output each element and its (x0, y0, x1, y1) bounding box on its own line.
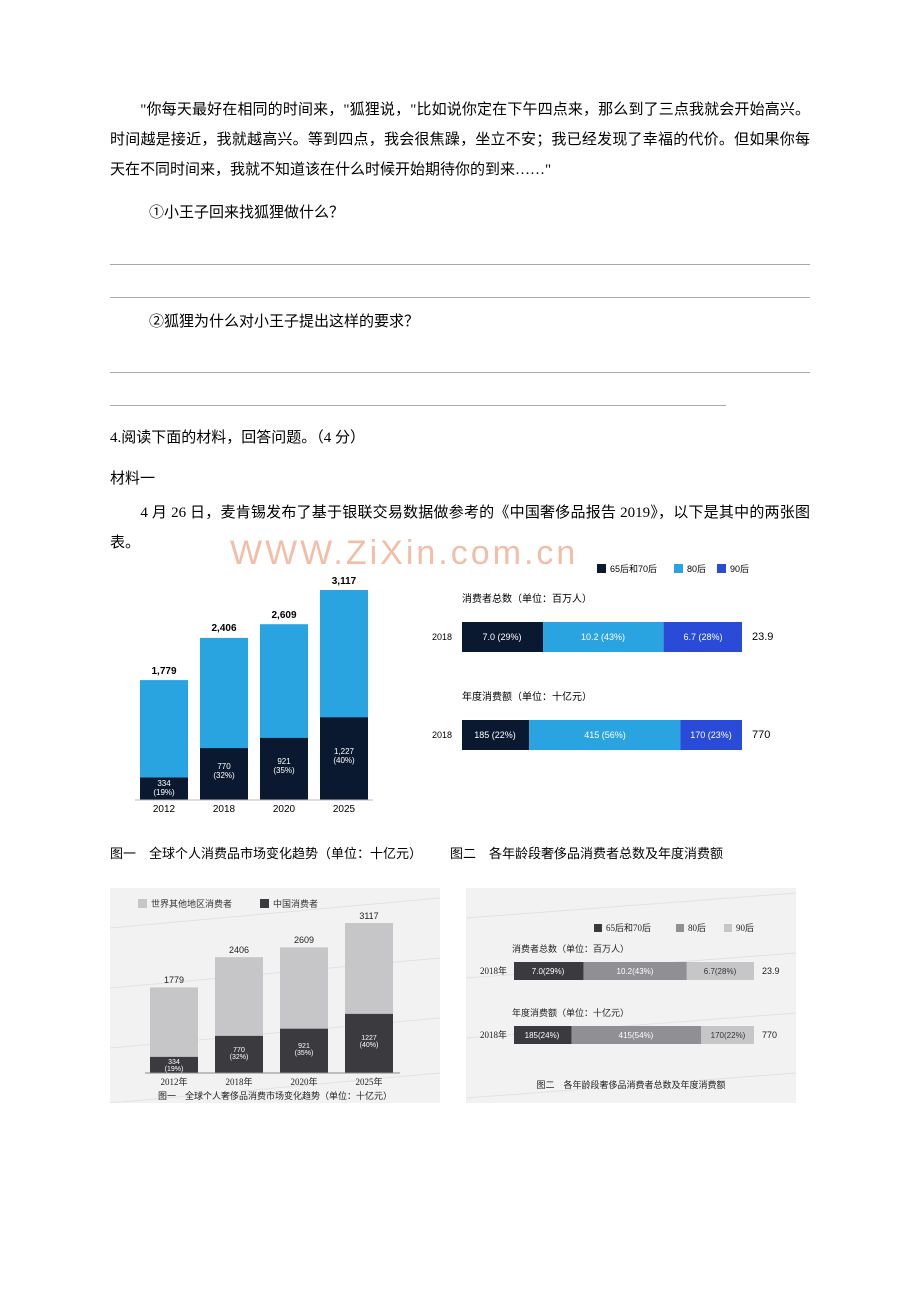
svg-text:10.2 (43%): 10.2 (43%) (581, 632, 625, 642)
svg-text:图二 各年龄段奢侈品消费者总数及年度消费额: 图二 各年龄段奢侈品消费者总数及年度消费额 (536, 1079, 725, 1090)
svg-text:图一 全球个人奢侈品消费市场变化趋势（单位：十亿元）: 图一 全球个人奢侈品消费市场变化趋势（单位：十亿元） (158, 1090, 392, 1101)
svg-text:23.9: 23.9 (752, 631, 773, 643)
svg-text:2,609: 2,609 (271, 610, 296, 621)
svg-text:334: 334 (168, 1059, 180, 1066)
svg-text:2012年: 2012年 (160, 1076, 187, 1087)
svg-text:185 (22%): 185 (22%) (474, 730, 516, 740)
svg-text:2020: 2020 (273, 804, 296, 815)
svg-text:3,117: 3,117 (332, 576, 357, 587)
svg-text:6.7(28%): 6.7(28%) (704, 967, 737, 976)
svg-text:921: 921 (277, 757, 291, 766)
svg-text:770: 770 (762, 1030, 777, 1040)
svg-text:415(54%): 415(54%) (619, 1031, 654, 1040)
svg-text:2,406: 2,406 (211, 623, 236, 634)
svg-text:2018: 2018 (432, 632, 452, 642)
charts-row-lower: 世界其他地区消费者 中国消费者 1779 334 (19%) 2406 (110, 888, 810, 1103)
svg-text:2020年: 2020年 (290, 1076, 317, 1087)
svg-text:2609: 2609 (294, 935, 314, 945)
svg-text:921: 921 (298, 1043, 310, 1050)
svg-text:3117: 3117 (359, 911, 378, 921)
svg-text:1,227: 1,227 (334, 747, 355, 756)
answer-line (110, 383, 726, 406)
answer-line (110, 242, 810, 265)
svg-text:消费者总数（单位：百万人）: 消费者总数（单位：百万人） (462, 592, 592, 605)
svg-text:2025年: 2025年 (355, 1076, 382, 1087)
svg-text:2018年: 2018年 (480, 1029, 507, 1040)
question-2: ②狐狸为什么对小王子提出这样的要求？ (110, 308, 810, 337)
question-1: ①小王子回来找狐狸做什么？ (110, 199, 810, 228)
svg-text:185(24%): 185(24%) (525, 1031, 560, 1040)
svg-text:2406: 2406 (229, 945, 249, 955)
svg-text:90后: 90后 (736, 923, 754, 933)
svg-text:334: 334 (157, 779, 171, 788)
svg-text:7.0 (29%): 7.0 (29%) (482, 632, 521, 642)
svg-text:80后: 80后 (687, 564, 706, 574)
svg-text:2012: 2012 (153, 804, 176, 815)
material-title: 材料一 (110, 467, 810, 488)
svg-text:170(22%): 170(22%) (711, 1031, 746, 1040)
chart2-age-groups: 65后和70后 80后 90后 消费者总数（单位：百万人） 2018 7.0 (… (412, 560, 782, 825)
svg-text:2018年: 2018年 (225, 1076, 252, 1087)
svg-text:90后: 90后 (730, 564, 749, 574)
svg-text:1779: 1779 (164, 975, 184, 985)
svg-text:(40%): (40%) (333, 756, 355, 765)
captions-row-upper: 图一 全球个人消费品市场变化趋势（单位：十亿元） 图二 各年龄段奢侈品消费者总数… (110, 843, 810, 862)
svg-text:65后和70后: 65后和70后 (610, 564, 657, 574)
svg-text:415 (56%): 415 (56%) (584, 730, 626, 740)
svg-text:770: 770 (233, 1047, 245, 1054)
svg-text:1,779: 1,779 (151, 666, 176, 677)
svg-text:2018: 2018 (213, 804, 236, 815)
svg-text:2018年: 2018年 (480, 965, 507, 976)
lower-chart2-box: 65后和70后 80后 90后 消费者总数（单位：百万人） 2018年 7.0(… (466, 888, 796, 1103)
answer-line (110, 275, 810, 298)
svg-text:(35%): (35%) (295, 1050, 314, 1057)
svg-text:10.2(43%): 10.2(43%) (617, 967, 654, 976)
svg-text:(19%): (19%) (153, 788, 175, 797)
svg-text:770: 770 (752, 729, 770, 741)
svg-text:2025: 2025 (333, 804, 356, 815)
svg-text:170 (23%): 170 (23%) (690, 730, 732, 740)
caption-chart1: 图一 全球个人消费品市场变化趋势（单位：十亿元） (110, 843, 450, 862)
svg-text:1227: 1227 (361, 1035, 377, 1042)
svg-text:770: 770 (217, 762, 231, 771)
svg-text:(35%): (35%) (273, 766, 295, 775)
passage-text: "你每天最好在相同的时间来，"狐狸说，"比如说你定在下午四点来，那么到了三点我就… (110, 95, 810, 185)
chart1-global-market: 1,779 334 (19%) 2012 2,406 770 (32%) 201… (110, 560, 380, 825)
svg-text:中国消费者: 中国消费者 (273, 898, 318, 909)
svg-text:23.9: 23.9 (762, 966, 780, 976)
svg-text:世界其他地区消费者: 世界其他地区消费者 (151, 898, 232, 909)
svg-text:(19%): (19%) (165, 1066, 184, 1073)
answer-line (110, 350, 810, 373)
svg-text:7.0(29%): 7.0(29%) (532, 967, 565, 976)
svg-text:(32%): (32%) (213, 771, 235, 780)
svg-text:(32%): (32%) (230, 1054, 249, 1061)
svg-text:(40%): (40%) (360, 1042, 379, 1049)
svg-text:消费者总数（单位：百万人）: 消费者总数（单位：百万人） (512, 943, 629, 954)
svg-text:80后: 80后 (688, 923, 706, 933)
svg-text:年度消费额（单位：十亿元）: 年度消费额（单位：十亿元） (462, 690, 592, 703)
lower-chart1-box: 世界其他地区消费者 中国消费者 1779 334 (19%) 2406 (110, 888, 440, 1103)
svg-text:65后和70后: 65后和70后 (606, 923, 651, 933)
svg-text:6.7 (28%): 6.7 (28%) (683, 632, 722, 642)
charts-row-upper: WWW.ZiXin.com.cn 1,779 334 (19%) 2012 (110, 560, 810, 825)
material-intro: 4 月 26 日，麦肯锡发布了基于银联交易数据做参考的《中国奢侈品报告 2019… (110, 498, 810, 558)
svg-text:年度消费额（单位：十亿元）: 年度消费额（单位：十亿元） (512, 1007, 629, 1018)
question-4: 4.阅读下面的材料，回答问题。（4 分） (110, 424, 810, 453)
caption-chart2: 图二 各年龄段奢侈品消费者总数及年度消费额 (450, 843, 810, 862)
svg-text:2018: 2018 (432, 730, 452, 740)
